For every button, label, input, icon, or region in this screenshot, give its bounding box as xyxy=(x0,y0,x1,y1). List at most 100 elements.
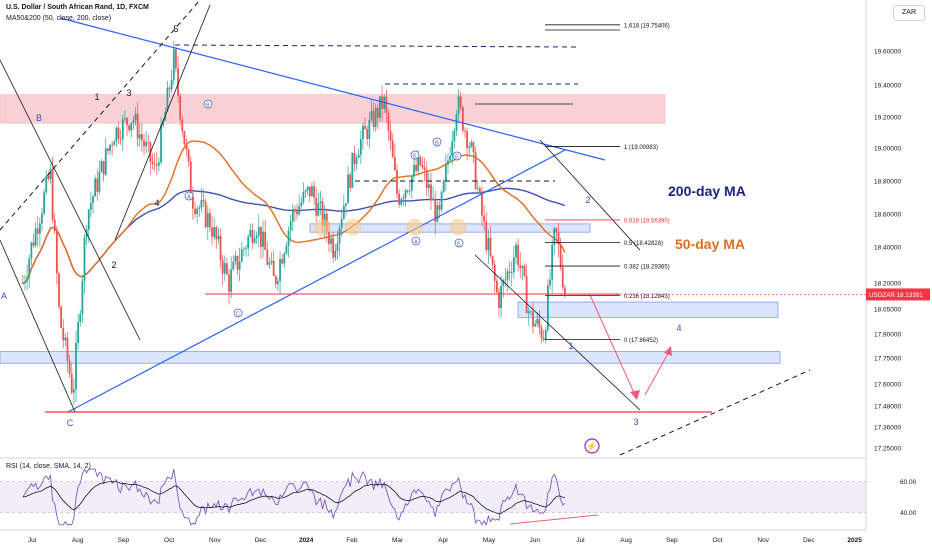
candle xyxy=(81,280,84,315)
indicator-label: MA50&200 (50, close, 200, close) xyxy=(6,15,112,22)
x-tick-label: Aug xyxy=(72,537,84,544)
candle xyxy=(440,191,443,210)
wave-label: 3 xyxy=(126,88,131,98)
candle xyxy=(385,96,388,113)
candle xyxy=(510,272,513,274)
x-tick-label: Dec xyxy=(255,537,267,544)
candle xyxy=(340,218,343,228)
candle xyxy=(559,244,562,268)
lightning-icon: ⚡ xyxy=(586,441,597,453)
moving-averages xyxy=(22,140,566,284)
fib-label: 0.382 (18.29365) xyxy=(624,265,670,271)
candle xyxy=(400,199,403,205)
candle xyxy=(483,215,486,222)
candle xyxy=(342,205,345,219)
candle xyxy=(538,318,541,328)
wave-marker xyxy=(203,99,213,109)
candle xyxy=(313,186,315,198)
candle xyxy=(423,167,426,170)
event-icon[interactable]: ⚡ xyxy=(584,438,600,454)
wave-marker-label: A xyxy=(187,194,191,200)
downtrend-line xyxy=(59,17,606,161)
candle xyxy=(376,107,379,118)
x-tick-label: Jul xyxy=(576,537,585,544)
candle xyxy=(321,201,324,227)
candle xyxy=(41,213,43,224)
candle xyxy=(519,265,522,268)
candle xyxy=(260,226,262,247)
candle xyxy=(83,237,86,281)
candle xyxy=(26,276,29,282)
candle xyxy=(130,122,133,131)
candle xyxy=(219,235,222,261)
candle xyxy=(357,154,360,158)
candle xyxy=(495,280,498,292)
candle xyxy=(427,184,430,189)
currency-button[interactable]: ZAR xyxy=(893,5,925,21)
candle xyxy=(34,228,37,246)
candle xyxy=(506,271,509,280)
candle xyxy=(168,87,171,90)
candle xyxy=(461,107,464,131)
candle xyxy=(498,291,500,308)
candle xyxy=(198,207,201,209)
candle xyxy=(58,273,60,307)
y-tick-label: 17.75000 xyxy=(874,356,901,363)
candle xyxy=(249,229,252,237)
candle xyxy=(449,155,452,161)
candle xyxy=(172,49,175,80)
candle xyxy=(523,265,526,276)
y-tick-label: 17.25000 xyxy=(874,446,901,453)
candle xyxy=(457,96,460,115)
candle xyxy=(102,161,105,175)
candle xyxy=(345,203,347,206)
ma50-label: 50-day MA xyxy=(675,236,745,252)
candle xyxy=(223,263,226,274)
candle xyxy=(104,148,107,175)
wave-marker-label: E xyxy=(413,153,417,159)
candle xyxy=(181,119,184,131)
candle xyxy=(243,248,245,250)
candle xyxy=(370,110,373,120)
candle xyxy=(134,113,137,121)
candle xyxy=(238,261,241,270)
candle xyxy=(410,176,413,191)
candle xyxy=(336,243,339,251)
candle xyxy=(504,279,507,281)
candle xyxy=(432,199,434,201)
candle xyxy=(247,236,250,249)
y-tick-label: 18.60000 xyxy=(874,212,901,219)
support-zone-mid xyxy=(517,301,779,318)
rsi-label: RSI (14, close, SMA, 14, 2) xyxy=(6,463,91,470)
wave-label: 1 xyxy=(94,92,99,102)
candle xyxy=(183,130,186,145)
candle xyxy=(468,146,471,149)
candle xyxy=(119,138,122,140)
candle xyxy=(217,235,220,240)
arrow-head-down xyxy=(630,390,640,400)
candle xyxy=(417,156,420,171)
candle xyxy=(262,231,264,247)
fib-label: 0.5 (18.42828) xyxy=(624,241,663,247)
candle xyxy=(38,223,41,234)
candle xyxy=(228,274,230,292)
candle xyxy=(121,119,124,140)
candle xyxy=(304,190,307,192)
candle xyxy=(245,248,247,250)
touch-highlight xyxy=(406,218,424,236)
x-tick-label: Mar xyxy=(392,537,404,544)
candle xyxy=(53,219,56,232)
candle xyxy=(66,337,69,361)
candle xyxy=(553,228,556,245)
candle xyxy=(351,152,354,188)
rsi-axis: 60.00 40.00 xyxy=(0,479,917,517)
wave-label: 2 xyxy=(585,195,590,205)
dashed-high-1 xyxy=(174,44,579,48)
candle xyxy=(481,191,483,216)
candle xyxy=(206,213,209,227)
candle xyxy=(419,156,422,166)
candle xyxy=(464,130,466,132)
candle xyxy=(563,287,566,294)
projection-down xyxy=(589,294,636,396)
